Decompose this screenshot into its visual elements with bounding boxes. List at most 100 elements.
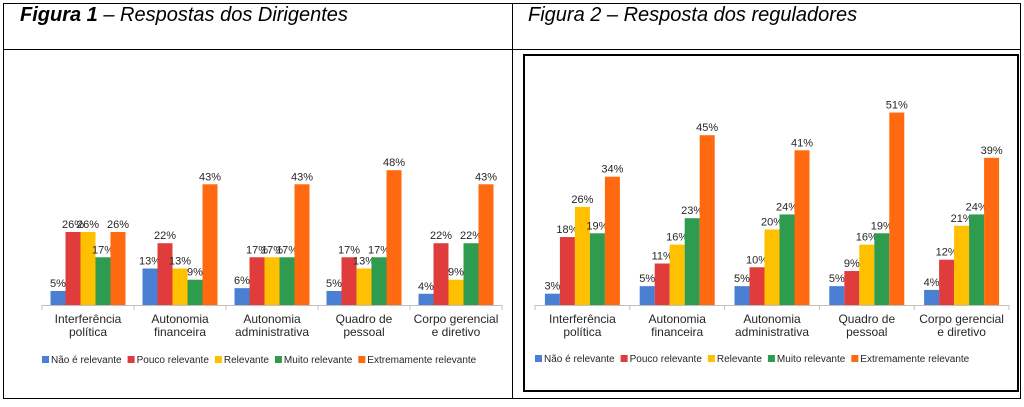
data-label: 24% <box>966 201 988 213</box>
data-label: 48% <box>383 157 405 169</box>
bar-relevante <box>669 244 685 305</box>
figure-1-chart: 5%26%26%17%26%Interferênciapolítica13%22… <box>41 157 503 366</box>
bar-extremamente-relevante <box>984 157 1000 305</box>
data-label: 17% <box>276 244 298 256</box>
figure-2-number: Figura 2 <box>528 4 602 26</box>
data-label: 22% <box>154 230 176 242</box>
data-label: 5% <box>829 273 845 285</box>
bar-extremamente-relevante <box>110 232 126 305</box>
data-label: 20% <box>761 217 783 229</box>
bar-extremamente-relevante <box>294 184 310 305</box>
data-label: 43% <box>291 171 313 183</box>
bar-extremamente-relevante <box>202 184 218 305</box>
bar-nao-e-relevante <box>234 288 250 305</box>
bar-relevante <box>764 229 780 305</box>
bar-relevante <box>574 206 590 305</box>
legend-label-nao-e-relevante: Não é relevante <box>51 355 122 366</box>
x-tick-label: Quadro de <box>336 312 393 326</box>
bar-relevante <box>264 257 280 305</box>
legend-swatch-pouco-relevante <box>127 356 135 363</box>
data-label: 3% <box>544 281 560 293</box>
legend-label-extremamente-relevante: Extremamente relevante <box>860 354 969 365</box>
bar-pouco-relevante <box>65 232 81 305</box>
bar-relevante <box>356 268 372 305</box>
bar-muito-relevante <box>589 233 605 305</box>
legend-label-muito-relevante: Muito relevante <box>284 355 353 366</box>
legend-label-pouco-relevante: Pouco relevante <box>137 355 210 366</box>
bar-muito-relevante <box>95 257 111 305</box>
x-tick-label: Interferência <box>55 312 122 326</box>
data-label: 5% <box>734 273 750 285</box>
data-label: 17% <box>261 244 283 256</box>
bar-muito-relevante <box>463 243 479 305</box>
legend-swatch-extremamente-relevante <box>358 356 366 363</box>
table-column-divider <box>512 3 513 399</box>
figure-2-border <box>523 54 1019 392</box>
data-label: 13% <box>139 256 161 268</box>
bar-extremamente-relevante <box>699 135 715 305</box>
bar-nao-e-relevante <box>142 268 158 305</box>
bar-extremamente-relevante <box>604 176 620 305</box>
figure-1-caption: Figura 1 – Respostas dos Dirigentes <box>20 4 348 27</box>
data-label: 51% <box>886 100 908 112</box>
bar-muito-relevante <box>187 279 203 305</box>
data-label: 9% <box>187 267 203 279</box>
bar-pouco-relevante <box>249 257 265 305</box>
bar-pouco-relevante <box>844 271 860 305</box>
data-label: 26% <box>107 219 129 231</box>
data-label: 12% <box>936 247 958 259</box>
bar-nao-e-relevante <box>734 286 750 305</box>
bar-nao-e-relevante <box>50 290 66 305</box>
data-label: 24% <box>776 201 798 213</box>
bar-nao-e-relevante <box>639 286 655 305</box>
data-label: 21% <box>951 213 973 225</box>
bar-pouco-relevante <box>749 267 765 305</box>
x-tick-label: e diretivo <box>432 325 481 339</box>
bar-pouco-relevante <box>654 263 670 305</box>
x-tick-label: Autonomia <box>649 312 707 326</box>
bar-extremamente-relevante <box>889 112 905 305</box>
figure-2-caption: Figura 2 – Resposta dos reguladores <box>528 4 857 27</box>
bar-extremamente-relevante <box>478 184 494 305</box>
x-tick-label: financeira <box>651 325 703 339</box>
data-label: 6% <box>234 275 250 287</box>
data-label: 13% <box>353 256 375 268</box>
data-label: 18% <box>556 224 578 236</box>
bar-nao-e-relevante <box>418 293 434 305</box>
bar-muito-relevante <box>371 257 387 305</box>
x-tick-label: Interferência <box>549 312 616 326</box>
data-label: 9% <box>448 267 464 279</box>
legend-label-relevante: Relevante <box>717 354 762 365</box>
x-tick-label: política <box>69 325 107 339</box>
x-tick-label: financeira <box>154 325 206 339</box>
figure-2-title: – Resposta dos reguladores <box>601 4 858 26</box>
data-label: 17% <box>338 244 360 256</box>
data-label: 5% <box>50 278 66 290</box>
data-label: 13% <box>169 256 191 268</box>
data-label: 17% <box>246 244 268 256</box>
bar-extremamente-relevante <box>386 170 402 305</box>
legend-swatch-relevante <box>214 356 222 363</box>
bar-muito-relevante <box>779 214 795 305</box>
legend-swatch-relevante <box>707 355 715 362</box>
legend-swatch-pouco-relevante <box>620 355 628 362</box>
legend-label-pouco-relevante: Pouco relevante <box>630 354 703 365</box>
bar-pouco-relevante <box>939 259 955 305</box>
legend-swatch-muito-relevante <box>767 355 775 362</box>
bar-nao-e-relevante <box>829 286 845 305</box>
data-label: 10% <box>746 254 768 266</box>
data-label: 16% <box>666 232 688 244</box>
bar-extremamente-relevante <box>794 150 810 305</box>
x-tick-label: Autonomia <box>243 312 301 326</box>
bar-relevante <box>859 244 875 305</box>
bar-muito-relevante <box>684 218 700 305</box>
x-tick-label: administrativa <box>235 325 309 339</box>
bar-muito-relevante <box>969 214 985 305</box>
x-tick-label: pessoal <box>343 325 384 339</box>
x-tick-label: pessoal <box>846 325 887 339</box>
data-label: 26% <box>62 219 84 231</box>
legend-label-extremamente-relevante: Extremamente relevante <box>367 355 476 366</box>
bar-relevante <box>80 232 96 305</box>
data-label: 41% <box>791 137 813 149</box>
